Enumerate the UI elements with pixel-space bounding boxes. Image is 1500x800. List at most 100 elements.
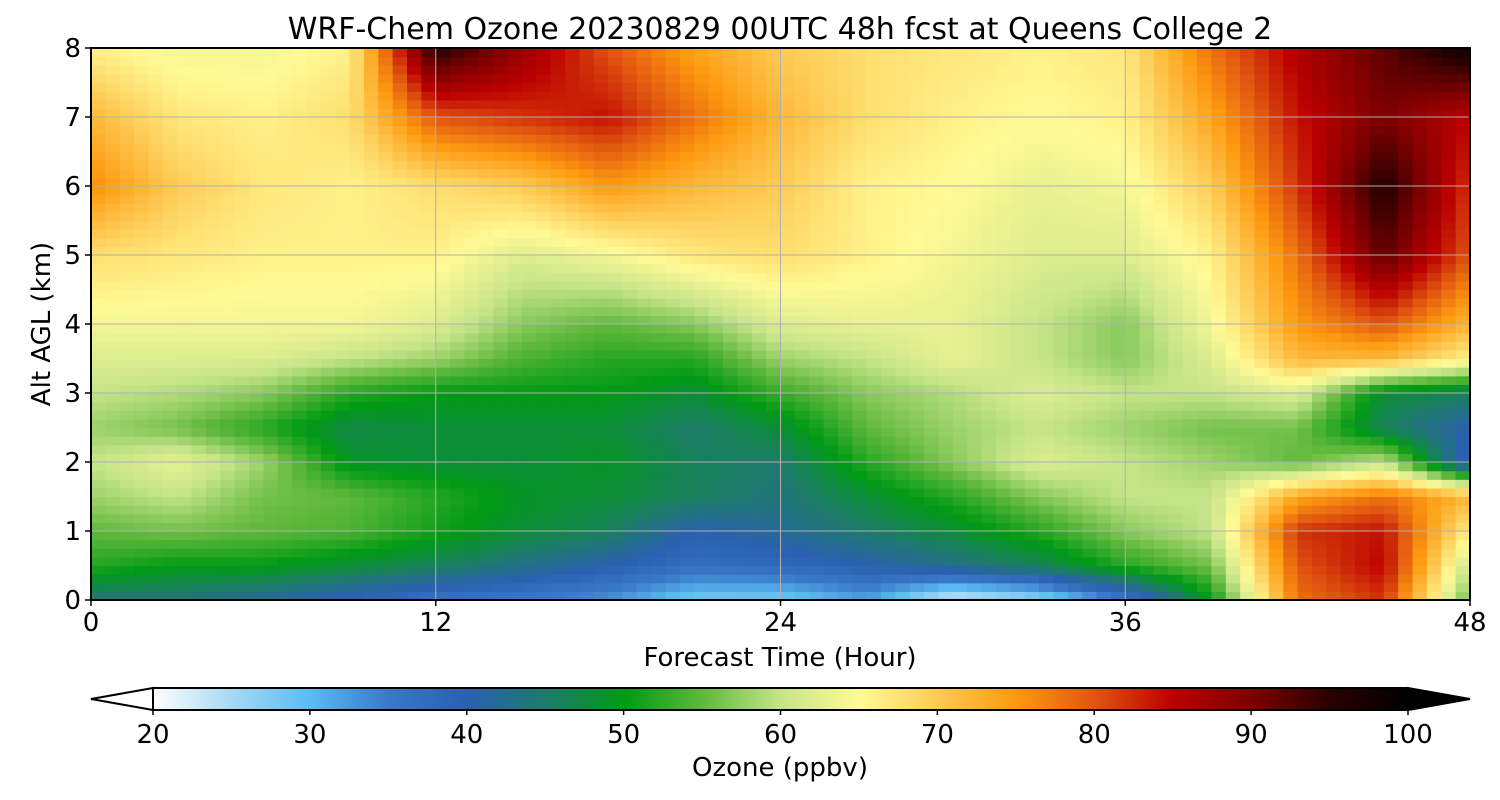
heatmap-cell <box>1039 186 1055 196</box>
heatmap-cell <box>780 341 796 351</box>
heatmap-cell <box>363 505 379 515</box>
heatmap-cell <box>1311 177 1327 187</box>
heatmap-cell <box>234 177 250 187</box>
heatmap-cell <box>909 289 925 299</box>
heatmap-cell <box>593 401 609 411</box>
heatmap-cell <box>306 211 322 222</box>
heatmap-cell <box>794 220 810 230</box>
heatmap-cell <box>809 168 825 178</box>
heatmap-cell <box>177 496 193 506</box>
heatmap-cell <box>407 522 422 532</box>
heatmap-cell <box>521 263 537 273</box>
heatmap-cell <box>794 246 810 256</box>
heatmap-cell <box>1398 349 1414 360</box>
heatmap-cell <box>249 427 264 437</box>
heatmap-cell <box>679 203 695 213</box>
heatmap-cell <box>679 341 695 351</box>
heatmap-cell <box>1225 194 1241 204</box>
heatmap-cell <box>995 324 1011 334</box>
heatmap-cell <box>852 513 868 523</box>
heatmap-cell <box>1398 531 1414 541</box>
heatmap-cell <box>349 177 365 187</box>
heatmap-cell <box>1283 168 1299 178</box>
heatmap-cell <box>952 367 968 377</box>
heatmap-cell <box>1340 591 1356 600</box>
heatmap-cell <box>1326 401 1342 411</box>
heatmap-cell <box>852 591 868 600</box>
heatmap-cell <box>780 582 796 592</box>
heatmap-cell <box>392 462 408 472</box>
heatmap-cell <box>665 186 681 196</box>
heatmap-cell <box>694 436 710 446</box>
heatmap-cell <box>679 211 695 222</box>
heatmap-cell <box>622 574 638 584</box>
heatmap-cell <box>1182 410 1198 420</box>
heatmap-cell <box>1010 384 1026 394</box>
heatmap-cell <box>349 280 365 291</box>
heatmap-cell <box>1197 237 1213 247</box>
heatmap-cell <box>263 522 279 532</box>
heatmap-cell <box>421 453 437 463</box>
heatmap-cell <box>536 539 552 549</box>
heatmap-cell <box>723 505 738 515</box>
heatmap-cell <box>392 194 408 204</box>
heatmap-cell <box>507 401 523 411</box>
heatmap-cell <box>1283 531 1299 541</box>
heatmap-cell <box>421 487 437 498</box>
heatmap-cell <box>1441 203 1457 213</box>
heatmap-cell <box>1053 479 1069 489</box>
heatmap-cell <box>1355 194 1371 204</box>
heatmap-cell <box>1254 349 1270 360</box>
heatmap-cell <box>363 444 379 454</box>
heatmap-cell <box>924 531 940 541</box>
heatmap-cell <box>320 401 336 411</box>
heatmap-cell <box>407 470 422 480</box>
heatmap-cell <box>1110 160 1126 170</box>
heatmap-cell <box>1211 220 1227 230</box>
heatmap-cell <box>349 367 365 377</box>
heatmap-cell <box>177 263 193 273</box>
heatmap-cell <box>191 375 207 385</box>
heatmap-cell <box>507 531 523 541</box>
heatmap-cell <box>852 470 868 480</box>
heatmap-cell <box>148 168 164 178</box>
heatmap-cell <box>565 168 580 178</box>
heatmap-cell <box>392 280 408 291</box>
heatmap-cell <box>421 393 437 403</box>
heatmap-cell <box>335 513 351 523</box>
heatmap-cell <box>1383 151 1399 161</box>
heatmap-cell <box>665 298 681 308</box>
heatmap-cell <box>1283 462 1299 472</box>
heatmap-cell <box>91 505 106 515</box>
heatmap-cell <box>1010 531 1026 541</box>
heatmap-cell <box>751 427 767 437</box>
heatmap-cell <box>1139 496 1155 506</box>
heatmap-cell <box>320 306 336 316</box>
heatmap-cell <box>1225 151 1241 161</box>
heatmap-cell <box>679 246 695 256</box>
heatmap-cell <box>1010 246 1026 256</box>
heatmap-cell <box>852 496 868 506</box>
heatmap-cell <box>1225 453 1241 463</box>
heatmap-cell <box>493 522 509 532</box>
heatmap-cell <box>1024 444 1040 454</box>
heatmap-cell <box>565 574 580 584</box>
heatmap-cell <box>866 427 882 437</box>
heatmap-cell <box>1197 444 1213 454</box>
heatmap-cell <box>277 470 293 480</box>
heatmap-cell <box>105 177 121 187</box>
heatmap-cell <box>119 513 135 523</box>
heatmap-cell <box>665 418 681 429</box>
heatmap-cell <box>881 151 897 161</box>
heatmap-cell <box>723 582 738 592</box>
heatmap-cell <box>708 358 724 368</box>
heatmap-cell <box>363 565 379 575</box>
heatmap-cell <box>1197 298 1213 308</box>
heatmap-cell <box>1182 255 1198 265</box>
heatmap-cell <box>1340 332 1356 342</box>
heatmap-cell <box>1426 453 1442 463</box>
heatmap-cell <box>981 298 997 308</box>
heatmap-cell <box>1412 168 1428 178</box>
heatmap-cell <box>909 522 925 532</box>
heatmap-cell <box>1398 470 1414 480</box>
